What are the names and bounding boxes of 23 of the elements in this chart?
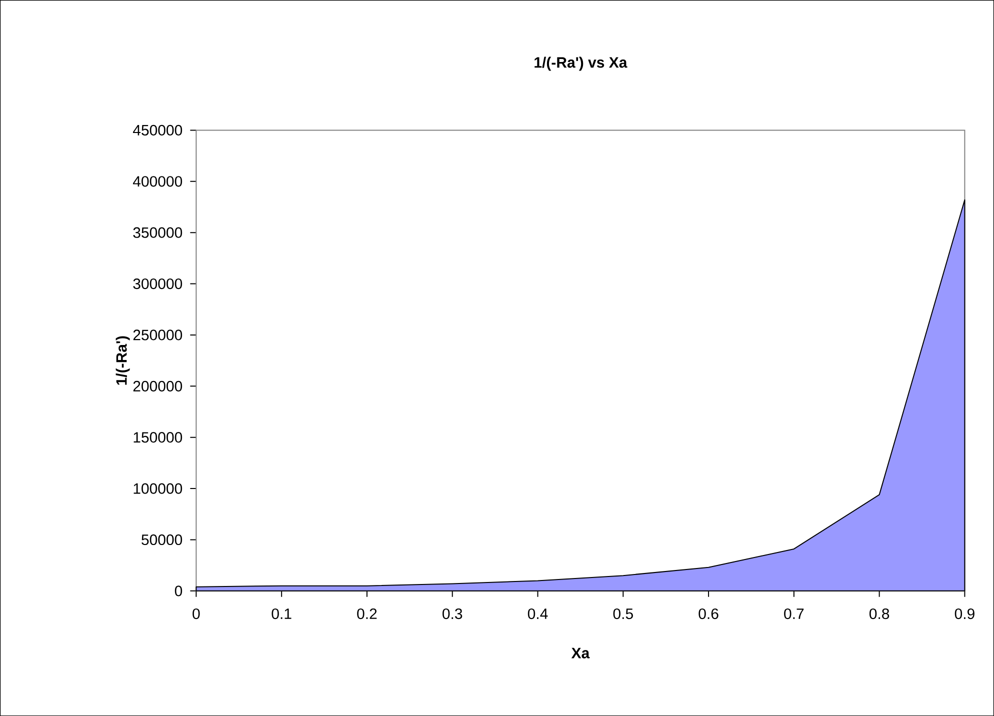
- x-tick-label: 0.9: [954, 608, 974, 619]
- y-tick-label: 400000: [132, 176, 182, 187]
- y-tick-label: 250000: [133, 330, 182, 340]
- x-tick-label: 0.4: [528, 608, 548, 619]
- x-tick-label: 0.7: [784, 608, 804, 619]
- y-tick-label: 0: [174, 586, 182, 596]
- y-tick-label: 450000: [132, 124, 182, 136]
- chart-title: 1/(-Ra') vs Xa: [534, 56, 628, 71]
- y-tick-label: 50000: [142, 534, 182, 545]
- x-tick-label: 0.2: [357, 608, 377, 619]
- x-tick-label: 0.3: [442, 608, 462, 619]
- x-tick-label: 0.6: [698, 608, 718, 619]
- y-tick-label: 300000: [133, 278, 182, 290]
- x-tick-label: 0: [192, 608, 200, 619]
- x-axis-title: Xa: [571, 648, 590, 658]
- y-tick-label: 150000: [134, 432, 182, 443]
- y-tick-label: 350000: [133, 227, 182, 238]
- x-tick-label: 0.8: [869, 608, 890, 619]
- x-tick-label: 0.1: [272, 608, 292, 619]
- y-tick-label: 200000: [133, 380, 182, 392]
- y-tick-label: 100000: [134, 483, 182, 494]
- x-tick-label: 0.5: [613, 608, 633, 619]
- y-axis-title: 1/(-Ra'): [116, 336, 130, 385]
